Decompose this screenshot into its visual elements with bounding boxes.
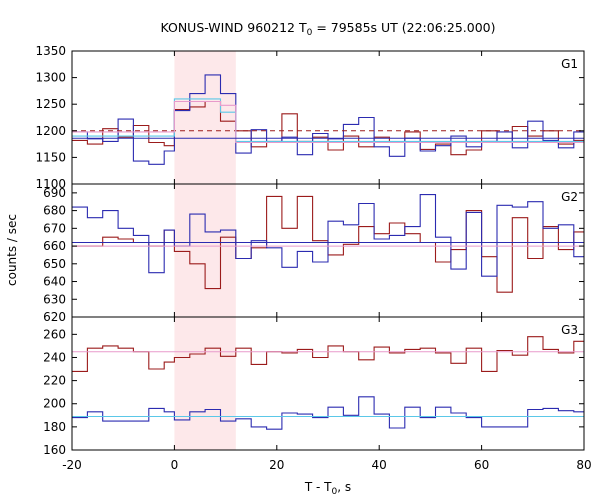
panel-label: G3 xyxy=(561,323,578,337)
y-tick-label: 160 xyxy=(43,443,66,457)
y-tick-label: 650 xyxy=(43,257,66,271)
panel-g3: 160 180 200 220 240 260 G3 xyxy=(43,316,585,457)
x-tick-label: 20 xyxy=(269,458,284,472)
highlight-band xyxy=(174,51,236,450)
y-tick-label: 180 xyxy=(43,420,66,434)
series-light_pink-step-4 xyxy=(72,100,584,144)
x-tick-label: 40 xyxy=(372,458,387,472)
x-tick-label: 0 xyxy=(171,458,179,472)
series-dark_blue-step-1 xyxy=(72,396,584,430)
series-dark_blue-step-1 xyxy=(72,194,584,277)
y-tick-label: 690 xyxy=(43,186,66,200)
y-tick-label: 670 xyxy=(43,221,66,235)
y-tick-label: 1100 xyxy=(35,177,66,191)
x-tick-label: 60 xyxy=(474,458,489,472)
series-light_cyan-step-3 xyxy=(72,98,584,142)
y-tick-label: 1200 xyxy=(35,124,66,138)
y-tick-label: 630 xyxy=(43,292,66,306)
y-tick-label: 1350 xyxy=(35,44,66,58)
panel-label: G2 xyxy=(561,190,578,204)
series-dark_blue-step-1 xyxy=(72,74,584,165)
panel-g2: 620 630 640 650 660 670 680 690 G2 xyxy=(43,183,585,324)
y-tick-label: 620 xyxy=(43,310,66,324)
x-tick-label: -20 xyxy=(62,458,82,472)
y-tick-label: 240 xyxy=(43,350,66,364)
y-tick-label: 660 xyxy=(43,239,66,253)
y-tick-label: 1300 xyxy=(35,71,66,85)
y-axis-label: counts / sec xyxy=(5,214,19,286)
x-tick-label: 80 xyxy=(576,458,591,472)
panels-layer: 1100 1150 1200 1250 1300 1350 G1 620 630 640 650 66… xyxy=(35,44,591,472)
y-tick-label: 1250 xyxy=(35,97,66,111)
panel-label: G1 xyxy=(561,57,578,71)
y-tick-label: 640 xyxy=(43,275,66,289)
y-tick-label: 220 xyxy=(43,374,66,388)
y-tick-label: 260 xyxy=(43,327,66,341)
panel-frame xyxy=(71,316,585,451)
x-axis-label: T - T0, s xyxy=(304,480,351,497)
y-tick-label: 1150 xyxy=(35,150,66,164)
y-tick-label: 200 xyxy=(43,397,66,411)
y-tick-label: 680 xyxy=(43,204,66,218)
chart-title: KONUS-WIND 960212 T0 = 79585s UT (22:06:… xyxy=(160,20,495,38)
